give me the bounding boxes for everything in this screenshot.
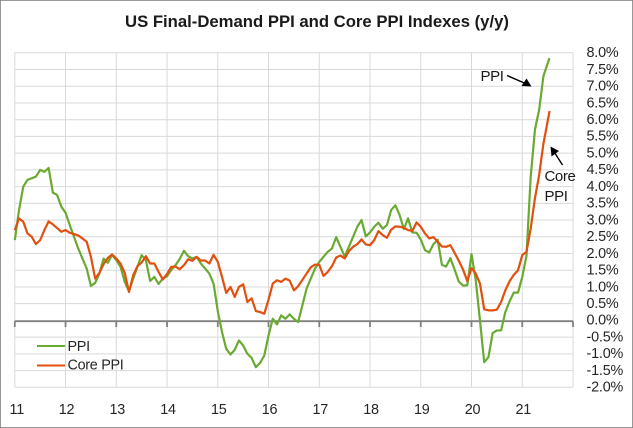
svg-text:16: 16 — [262, 402, 278, 418]
svg-text:15: 15 — [211, 402, 227, 418]
svg-text:6.0%: 6.0% — [587, 112, 619, 128]
svg-text:7.0%: 7.0% — [587, 79, 619, 95]
svg-text:21: 21 — [515, 402, 531, 418]
svg-text:20: 20 — [465, 402, 481, 418]
svg-text:5.5%: 5.5% — [587, 129, 619, 145]
svg-text:5.0%: 5.0% — [587, 145, 619, 161]
svg-text:8.0%: 8.0% — [587, 45, 619, 61]
svg-text:US Final-Demand PPI and Core P: US Final-Demand PPI and Core PPI Indexes… — [125, 12, 509, 31]
svg-text:PPI: PPI — [545, 188, 568, 205]
svg-text:12: 12 — [59, 402, 75, 418]
svg-text:6.5%: 6.5% — [587, 95, 619, 111]
svg-text:17: 17 — [312, 402, 328, 418]
svg-text:4.0%: 4.0% — [587, 179, 619, 195]
svg-text:18: 18 — [363, 402, 379, 418]
svg-text:-2.0%: -2.0% — [587, 380, 624, 396]
svg-text:3.0%: 3.0% — [587, 212, 619, 228]
svg-text:0.0%: 0.0% — [587, 313, 619, 329]
svg-text:2.5%: 2.5% — [587, 229, 619, 245]
svg-text:-0.5%: -0.5% — [587, 329, 624, 345]
svg-text:2.0%: 2.0% — [587, 246, 619, 262]
svg-text:13: 13 — [109, 402, 125, 418]
svg-text:-1.0%: -1.0% — [587, 346, 624, 362]
svg-text:-1.5%: -1.5% — [587, 363, 624, 379]
svg-text:Core PPI: Core PPI — [68, 358, 124, 374]
svg-text:11: 11 — [10, 402, 25, 418]
svg-text:0.5%: 0.5% — [587, 296, 619, 312]
svg-text:19: 19 — [414, 402, 430, 418]
svg-text:1.0%: 1.0% — [587, 279, 619, 295]
svg-text:4.5%: 4.5% — [587, 162, 619, 178]
svg-text:7.5%: 7.5% — [587, 62, 619, 78]
svg-text:Core: Core — [545, 168, 576, 185]
svg-text:14: 14 — [160, 402, 176, 418]
svg-text:PPI: PPI — [68, 339, 90, 355]
svg-text:1.5%: 1.5% — [587, 263, 619, 279]
svg-text:3.5%: 3.5% — [587, 196, 619, 212]
svg-text:PPI: PPI — [481, 68, 504, 85]
